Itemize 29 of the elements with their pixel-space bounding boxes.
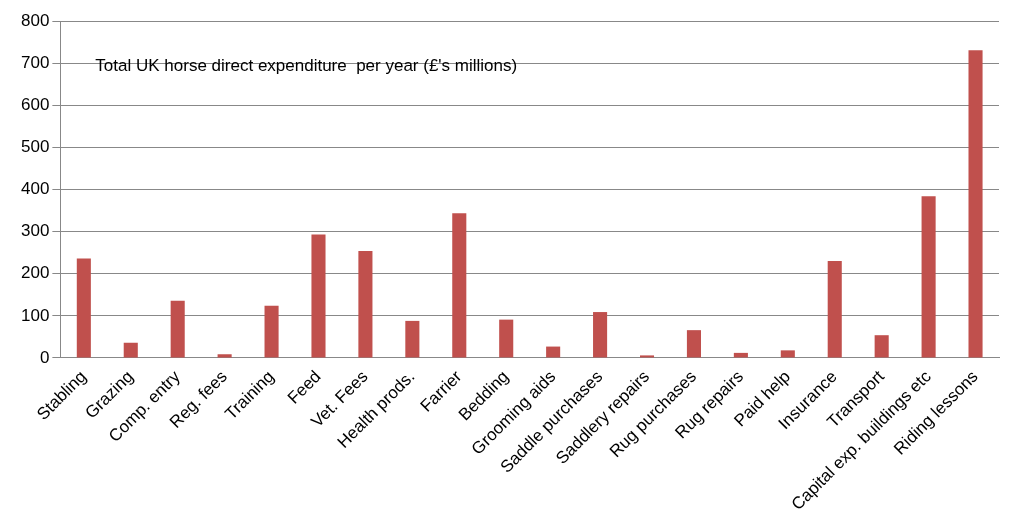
y-tick-label: 300 bbox=[20, 221, 50, 241]
y-tick-label: 0 bbox=[39, 347, 50, 367]
bar bbox=[827, 261, 842, 358]
y-tick-label: 100 bbox=[20, 305, 50, 325]
bar bbox=[686, 330, 701, 358]
y-tick-label: 600 bbox=[20, 95, 50, 115]
y-tick-label: 500 bbox=[20, 137, 50, 157]
bar bbox=[780, 350, 795, 358]
y-tick-label: 200 bbox=[20, 263, 50, 283]
bar bbox=[311, 234, 326, 358]
bar bbox=[170, 300, 185, 358]
bar bbox=[921, 196, 936, 358]
bar bbox=[639, 355, 655, 358]
bar bbox=[499, 319, 514, 358]
y-tick-label: 800 bbox=[20, 10, 50, 30]
bar bbox=[593, 312, 608, 358]
bar bbox=[968, 50, 983, 358]
bar bbox=[217, 354, 232, 358]
bar bbox=[76, 258, 91, 358]
bar bbox=[123, 342, 138, 358]
bar bbox=[546, 346, 561, 358]
y-tick-label: 700 bbox=[20, 52, 50, 72]
bar bbox=[264, 305, 279, 358]
bar bbox=[405, 320, 420, 358]
bar bbox=[358, 251, 373, 358]
y-tick-label: 400 bbox=[20, 179, 50, 199]
text: Total UK horse direct expenditure per year (£'s millions) bbox=[95, 55, 518, 75]
bar bbox=[874, 335, 889, 358]
bar bbox=[452, 213, 467, 358]
